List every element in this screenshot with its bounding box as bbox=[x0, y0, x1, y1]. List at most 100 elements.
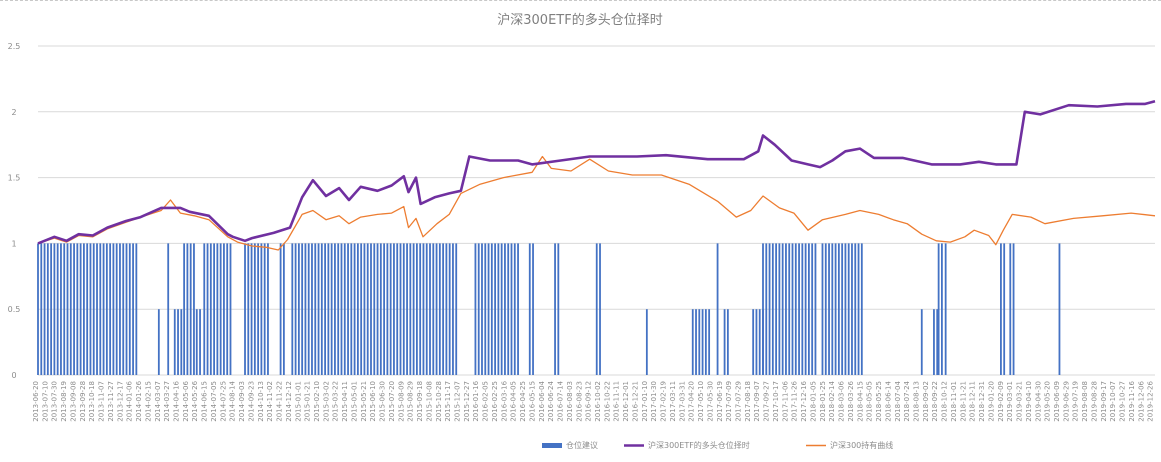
x-tick-label: 2013-11-07 bbox=[98, 381, 106, 422]
x-tick-label: 2018-01-25 bbox=[819, 381, 827, 422]
position-bar bbox=[157, 309, 160, 375]
position-bar bbox=[695, 309, 697, 375]
x-tick-label: 2014-09-03 bbox=[238, 381, 246, 422]
position-bar bbox=[291, 243, 294, 375]
position-bar bbox=[831, 243, 834, 375]
position-bar bbox=[330, 243, 333, 375]
position-bar bbox=[422, 243, 425, 375]
x-tick-label: 2015-09-18 bbox=[416, 381, 424, 422]
position-bar bbox=[213, 243, 215, 375]
position-bar bbox=[267, 243, 269, 375]
x-tick-label: 2015-03-02 bbox=[322, 381, 330, 422]
position-bar bbox=[193, 243, 195, 375]
position-bar bbox=[824, 243, 827, 375]
x-tick-label: 2017-05-10 bbox=[697, 381, 705, 422]
position-bar bbox=[376, 243, 379, 375]
x-tick-label: 2014-07-25 bbox=[219, 381, 227, 422]
x-tick-label: 2017-01-10 bbox=[641, 381, 649, 422]
x-tick-label: 2014-06-15 bbox=[201, 381, 209, 422]
position-bar bbox=[841, 243, 844, 375]
position-bar bbox=[860, 243, 863, 375]
position-bar bbox=[206, 243, 209, 375]
position-bar bbox=[37, 243, 39, 375]
position-bar bbox=[360, 243, 363, 375]
position-bar bbox=[363, 243, 366, 375]
position-bar bbox=[379, 243, 382, 375]
position-bar bbox=[282, 243, 285, 375]
y-tick-label: 1 bbox=[11, 239, 16, 248]
position-bar bbox=[383, 243, 386, 375]
position-bar bbox=[847, 243, 850, 375]
legend-label: 仓位建议 bbox=[566, 440, 598, 450]
position-bar bbox=[758, 309, 761, 375]
position-bar bbox=[102, 243, 105, 375]
position-bar bbox=[86, 243, 89, 375]
position-bar bbox=[370, 243, 372, 375]
x-tick-label: 2017-08-18 bbox=[744, 381, 752, 422]
position-bar bbox=[406, 243, 408, 375]
position-bar bbox=[474, 243, 477, 375]
position-bar bbox=[189, 243, 192, 375]
position-bar bbox=[429, 243, 431, 375]
x-tick-label: 2018-11-01 bbox=[950, 381, 958, 422]
position-bar bbox=[135, 243, 138, 375]
x-tick-label: 2014-10-13 bbox=[257, 381, 265, 422]
x-tick-label: 2019-10-07 bbox=[1109, 381, 1117, 422]
x-tick-label: 2016-11-11 bbox=[613, 381, 621, 422]
x-tick-label: 2017-05-30 bbox=[706, 381, 714, 422]
position-bar bbox=[477, 243, 480, 375]
position-bar bbox=[347, 243, 349, 375]
x-tick-label: 2019-05-20 bbox=[1044, 381, 1052, 422]
x-tick-label: 2018-09-22 bbox=[931, 381, 939, 422]
x-tick-label: 2016-10-02 bbox=[594, 381, 602, 422]
x-tick-label: 2014-04-16 bbox=[173, 380, 181, 421]
x-tick-label: 2014-09-23 bbox=[247, 381, 255, 422]
x-tick-label: 2017-02-19 bbox=[660, 381, 668, 422]
position-bar bbox=[180, 309, 183, 375]
position-bar bbox=[513, 243, 516, 375]
position-bar bbox=[125, 243, 128, 375]
x-tick-label: 2018-07-24 bbox=[903, 380, 911, 421]
position-bar bbox=[415, 243, 418, 375]
x-tick-label: 2018-04-15 bbox=[856, 381, 864, 422]
position-bar bbox=[435, 243, 438, 375]
position-bar bbox=[844, 243, 847, 375]
x-tick-label: 2019-06-09 bbox=[1053, 381, 1061, 422]
position-bar bbox=[452, 243, 454, 375]
x-tick-label: 2019-06-29 bbox=[1062, 381, 1070, 422]
x-tick-label: 2016-02-25 bbox=[491, 381, 499, 422]
position-bar bbox=[219, 243, 222, 375]
x-tick-label: 2014-05-26 bbox=[191, 380, 199, 421]
position-bar bbox=[195, 309, 198, 375]
x-tick-label: 2013-06-20 bbox=[32, 381, 40, 422]
x-tick-label: 2018-03-26 bbox=[847, 380, 855, 421]
position-bar bbox=[936, 309, 939, 375]
x-tick-label: 2015-12-27 bbox=[463, 381, 471, 422]
y-axis-ticks: 0 0.5 1 1.5 2 2.5 bbox=[8, 42, 21, 380]
position-bar bbox=[837, 243, 840, 375]
position-bar bbox=[183, 243, 186, 375]
x-tick-label: 2014-01-26 bbox=[135, 380, 143, 421]
position-bar bbox=[366, 243, 369, 375]
x-tick-label: 2015-02-10 bbox=[313, 381, 321, 422]
position-bar bbox=[532, 243, 534, 375]
x-tick-label: 2019-08-28 bbox=[1091, 381, 1099, 422]
position-bar bbox=[723, 309, 726, 375]
position-bar bbox=[1000, 243, 1002, 375]
position-bar bbox=[432, 243, 435, 375]
position-bar bbox=[487, 243, 490, 375]
x-tick-label: 2013-11-27 bbox=[107, 381, 115, 422]
x-tick-label: 2017-12-16 bbox=[800, 380, 808, 421]
x-tick-label: 2017-09-07 bbox=[753, 381, 761, 422]
x-tick-label: 2017-11-06 bbox=[781, 381, 789, 422]
position-bar bbox=[314, 243, 317, 375]
position-bar bbox=[821, 243, 824, 375]
position-bar bbox=[393, 243, 395, 375]
position-bar bbox=[82, 243, 85, 375]
x-tick-label: 2015-10-08 bbox=[425, 381, 433, 422]
position-bar bbox=[481, 243, 483, 375]
position-bars bbox=[37, 243, 1061, 375]
x-tick-label: 2013-10-18 bbox=[88, 381, 96, 422]
x-tick-label: 2014-08-14 bbox=[229, 380, 237, 421]
